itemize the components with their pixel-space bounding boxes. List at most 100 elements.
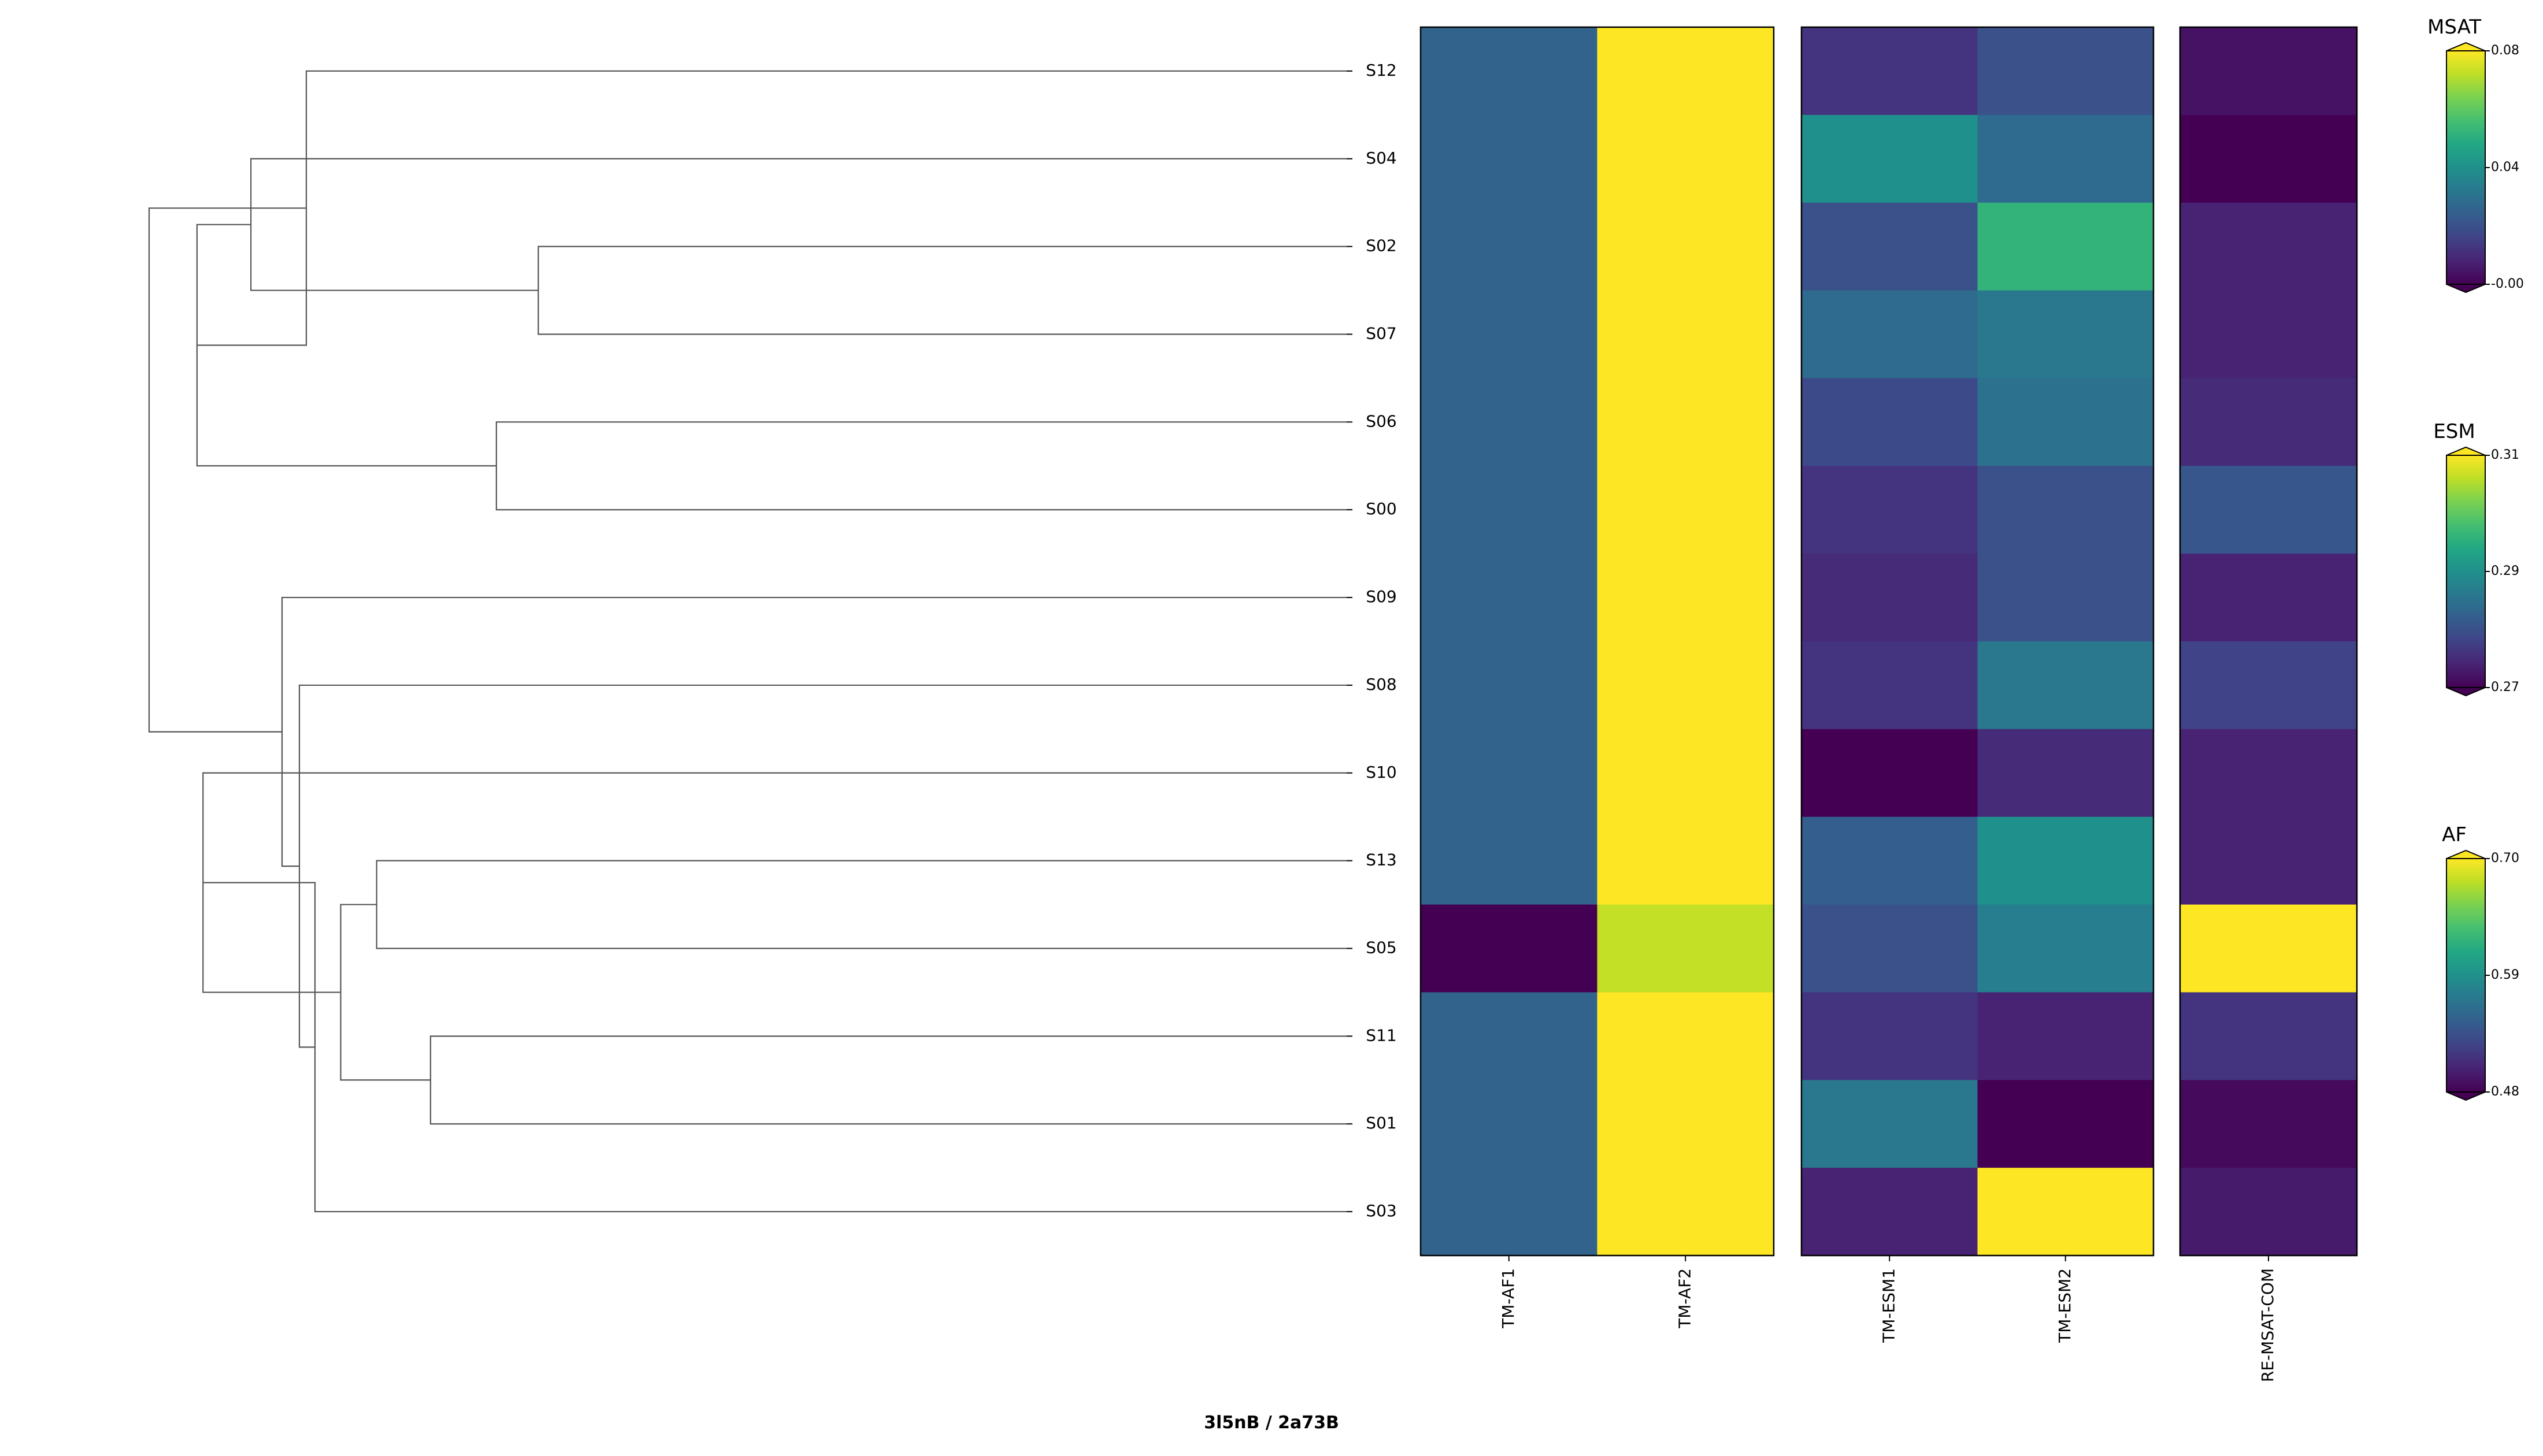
colorbar-extend-min <box>2446 284 2486 294</box>
row-label: S04 <box>1366 148 1396 168</box>
heatmap-cell <box>1801 554 1978 642</box>
colorbar-tick-label: 0.04 <box>2491 160 2519 174</box>
heatmap-cell <box>1801 641 1978 730</box>
heatmap-cell <box>1597 904 1774 993</box>
heatmap-cell <box>1421 904 1598 993</box>
row-label: S11 <box>1366 1026 1396 1045</box>
colorbar-extend-max <box>2446 42 2486 51</box>
heatmap-cell <box>1801 202 1978 291</box>
dendrogram-link <box>537 246 1347 335</box>
heatmap-cell <box>1597 992 1774 1080</box>
heatmap-cell <box>1801 114 1978 203</box>
row-labels: S12 S04 S02 S07 S06 S00 S09 S08 S10 S13 S05 S11 S01 S… <box>1347 61 1397 1220</box>
colorbar-tick-label: 0.70 <box>2491 851 2519 866</box>
heatmap-cell <box>1597 114 1774 203</box>
column-label: TM-ESM1 <box>1879 1268 1898 1343</box>
row-label: S02 <box>1366 236 1396 255</box>
colorbar-gradient <box>2446 50 2486 285</box>
heatmap-cell <box>1977 904 2154 993</box>
heatmap-frame <box>1419 26 1775 1257</box>
dendrogram-link <box>298 684 1347 1048</box>
colorbar-title: AF <box>2442 823 2467 846</box>
dendrogram-link <box>148 207 306 733</box>
heatmap-cell <box>2180 729 2357 818</box>
heatmap-cell <box>1597 378 1774 466</box>
heatmap-cell <box>2180 554 2357 642</box>
heatmap-cell <box>1597 554 1774 642</box>
colorbar-tick-label: 0.31 <box>2491 448 2519 462</box>
heatmap-cell <box>1977 729 2154 818</box>
row-label: S07 <box>1366 324 1396 343</box>
heatmap-cell <box>1977 1080 2154 1168</box>
heatmap-cell <box>1597 27 1774 116</box>
heatmap-cell <box>1421 202 1598 291</box>
heatmap-cell <box>1977 202 2154 291</box>
colorbar-title: MSAT <box>2427 16 2481 39</box>
heatmap-cell <box>1977 992 2154 1080</box>
heatmap-cell <box>1421 1168 1598 1256</box>
heatmap-cell <box>1801 904 1978 993</box>
heatmap-panel-msat: RE-MSAT-COM <box>2179 26 2358 1382</box>
heatmap-cell <box>1597 729 1774 818</box>
dendrogram <box>148 70 1347 1213</box>
heatmap-cell <box>2180 290 2357 379</box>
heatmap-cell <box>1977 641 2154 730</box>
heatmap-cell <box>1597 1168 1774 1256</box>
heatmap-cell <box>1801 992 1978 1080</box>
heatmap-cell <box>1597 641 1774 730</box>
heatmap-cell <box>1597 816 1774 905</box>
heatmap-cell <box>2180 1080 2357 1168</box>
column-label: TM-AF1 <box>1499 1268 1518 1329</box>
heatmap-cell <box>1597 1080 1774 1168</box>
heatmap-cell <box>1977 554 2154 642</box>
heatmap-frame <box>1800 26 2155 1257</box>
heatmap-cell <box>1977 1168 2154 1256</box>
dendrogram-link <box>197 70 1347 346</box>
heatmap-cell <box>1801 729 1978 818</box>
heatmap-cell <box>1977 27 2154 116</box>
column-label: RE-MSAT-COM <box>2258 1268 2277 1382</box>
heatmap-cell <box>1421 992 1598 1080</box>
heatmap-cell <box>1421 816 1598 905</box>
heatmap-cell <box>1421 378 1598 466</box>
colorbar-title: ESM <box>2433 420 2475 443</box>
dendrogram-link <box>281 596 1347 867</box>
dendrogram-link <box>250 158 1347 291</box>
dendrogram-link <box>340 904 431 1081</box>
dendrogram-link <box>202 772 1347 993</box>
heatmap-cell <box>2180 816 2357 905</box>
heatmap-cell <box>1801 27 1978 116</box>
column-label: TM-AF2 <box>1675 1268 1694 1329</box>
row-label: S00 <box>1366 499 1396 518</box>
heatmap-cell <box>1977 290 2154 379</box>
row-label: S06 <box>1366 411 1396 430</box>
heatmap-cell <box>2180 202 2357 291</box>
heatmap-cell <box>1421 729 1598 818</box>
row-label: S01 <box>1366 1113 1396 1132</box>
heatmap-cell <box>2180 1168 2357 1256</box>
heatmap-cell <box>1421 641 1598 730</box>
colorbar-extend-max <box>2446 849 2486 859</box>
heatmap-cell <box>1597 290 1774 379</box>
heatmap-cell <box>1421 554 1598 642</box>
heatmap-cell <box>1421 290 1598 379</box>
column-label: TM-ESM2 <box>2055 1268 2074 1343</box>
row-label: S12 <box>1366 61 1396 80</box>
dendrogram-link <box>495 421 1347 511</box>
colorbar-gradient <box>2446 455 2486 688</box>
heatmap-cell <box>2180 27 2357 116</box>
chart-title: 3l5nB / 2a73B <box>1204 1413 1339 1433</box>
heatmap-cell <box>1977 114 2154 203</box>
colorbar-esm: ESM 0.31 0.29 0.27 <box>2433 420 2519 697</box>
heatmap-cell <box>2180 904 2357 993</box>
heatmap-cell <box>1801 466 1978 554</box>
dendrogram-link <box>376 860 1347 949</box>
colorbar-extend-min <box>2446 1091 2486 1101</box>
colorbar-tick-label: 0.48 <box>2491 1084 2519 1099</box>
row-label: S05 <box>1366 938 1396 957</box>
heatmap-cell <box>1801 1168 1978 1256</box>
colorbars: MSAT 0.08 0.04 -0.00 ESM 0.31 0.29 0.27 AF 0.70 0.… <box>2427 16 2524 1101</box>
dendrogram-link <box>203 882 1347 1213</box>
colorbar-tick-label: 0.08 <box>2491 43 2519 58</box>
